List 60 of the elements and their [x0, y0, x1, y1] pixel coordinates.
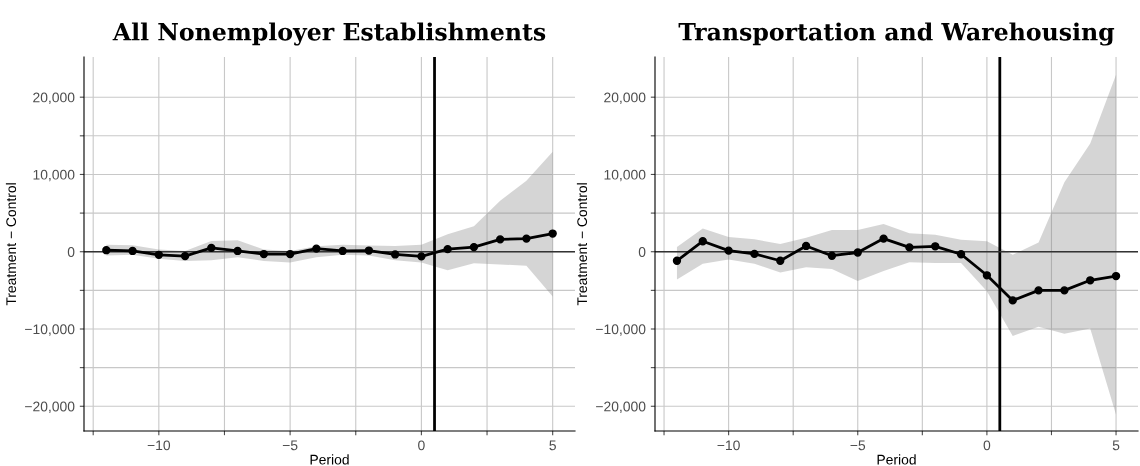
- point: [154, 250, 163, 259]
- point: [469, 242, 479, 252]
- point: [522, 234, 531, 243]
- point: [233, 246, 242, 256]
- point: [285, 249, 295, 259]
- point: [801, 241, 811, 251]
- y-tick-label: −20,000: [25, 401, 75, 414]
- point: [776, 256, 785, 265]
- point: [750, 249, 759, 259]
- y-tick-label: 20,000: [33, 92, 75, 104]
- point: [180, 251, 190, 261]
- point: [724, 246, 733, 255]
- point: [1086, 276, 1095, 285]
- point: [1111, 271, 1121, 281]
- point: [128, 246, 137, 256]
- point: [417, 252, 426, 261]
- point: [443, 245, 452, 254]
- point: [672, 256, 682, 265]
- point: [1060, 286, 1069, 295]
- point: [982, 271, 992, 280]
- x-tick-label: 0: [418, 440, 425, 451]
- point: [364, 246, 374, 255]
- y-tick-label: 0: [638, 247, 646, 257]
- y-axis-title: Treatment − Control: [5, 183, 17, 306]
- point: [102, 246, 111, 255]
- point: [312, 244, 321, 253]
- point: [956, 250, 966, 259]
- y-tick-label: −10,000: [596, 324, 646, 336]
- point: [1034, 286, 1043, 295]
- point: [207, 243, 216, 253]
- x-tick-label: 5: [1112, 440, 1120, 451]
- point: [338, 246, 347, 256]
- point: [698, 237, 707, 246]
- y-tick-label: 0: [67, 247, 75, 257]
- x-tick-label: −5: [282, 440, 298, 451]
- point: [1008, 296, 1017, 305]
- chart-title: Transportation and Warehousing: [678, 22, 1115, 46]
- y-tick-label: 10,000: [604, 169, 646, 182]
- x-tick-label: 0: [983, 440, 991, 451]
- x-axis-title: Period: [877, 454, 916, 465]
- point: [548, 229, 557, 238]
- point: [931, 242, 940, 251]
- x-tick-label: −10: [717, 440, 740, 451]
- chart-title: All Nonemployer Establishments: [112, 22, 546, 46]
- y-axis-title: Treatment − Control: [576, 183, 588, 306]
- point: [827, 251, 837, 260]
- x-tick-label: −10: [147, 440, 171, 451]
- point: [905, 243, 914, 252]
- point: [879, 234, 888, 243]
- y-tick-label: −10,000: [25, 324, 75, 336]
- y-tick-label: 10,000: [33, 169, 75, 182]
- x-tick-label: 5: [549, 440, 556, 451]
- point: [853, 248, 862, 257]
- y-tick-label: −20,000: [596, 401, 646, 414]
- x-axis-title: Period: [310, 454, 349, 465]
- x-tick-label: −5: [850, 440, 866, 451]
- point: [496, 235, 505, 244]
- point: [390, 250, 400, 259]
- point: [259, 249, 269, 259]
- y-tick-label: 20,000: [604, 92, 646, 104]
